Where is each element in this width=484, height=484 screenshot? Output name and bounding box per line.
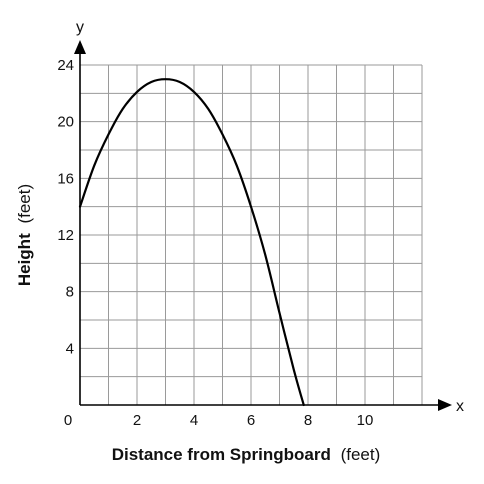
x-tick-label: 6: [247, 412, 255, 429]
grid: [80, 64, 423, 405]
y-axis-title-unit: (feet): [15, 184, 34, 224]
x-tick-label: 10: [357, 412, 374, 429]
series: [78, 78, 305, 407]
x-axis-title-main: Distance from Springboard: [112, 445, 331, 464]
y-axis-title-main: Height: [15, 233, 34, 286]
x-axis-title-unit: (feet): [341, 445, 381, 464]
y-axis-letter: y: [76, 19, 84, 36]
x-tick-label: 4: [190, 412, 198, 429]
x-axis-letter: x: [456, 398, 464, 415]
x-axis-arrow-icon: [438, 399, 452, 411]
y-tick-label: 12: [57, 227, 74, 244]
y-axis-title: Height (feet): [15, 184, 34, 286]
x-axis-title: Distance from Springboard (feet): [112, 445, 381, 464]
y-tick-label: 16: [57, 170, 74, 187]
y-axis-arrow-icon: [74, 40, 86, 54]
y-tick-label: 24: [57, 57, 74, 74]
y-tick-label: 8: [66, 284, 74, 301]
x-tick-label: 0: [64, 412, 72, 429]
x-tick-label: 2: [133, 412, 141, 429]
y-tick-label: 20: [57, 114, 74, 131]
series-line: [78, 78, 305, 407]
x-tick-label: 8: [304, 412, 312, 429]
y-tick-label: 4: [66, 340, 74, 357]
axes: x y: [74, 19, 464, 415]
